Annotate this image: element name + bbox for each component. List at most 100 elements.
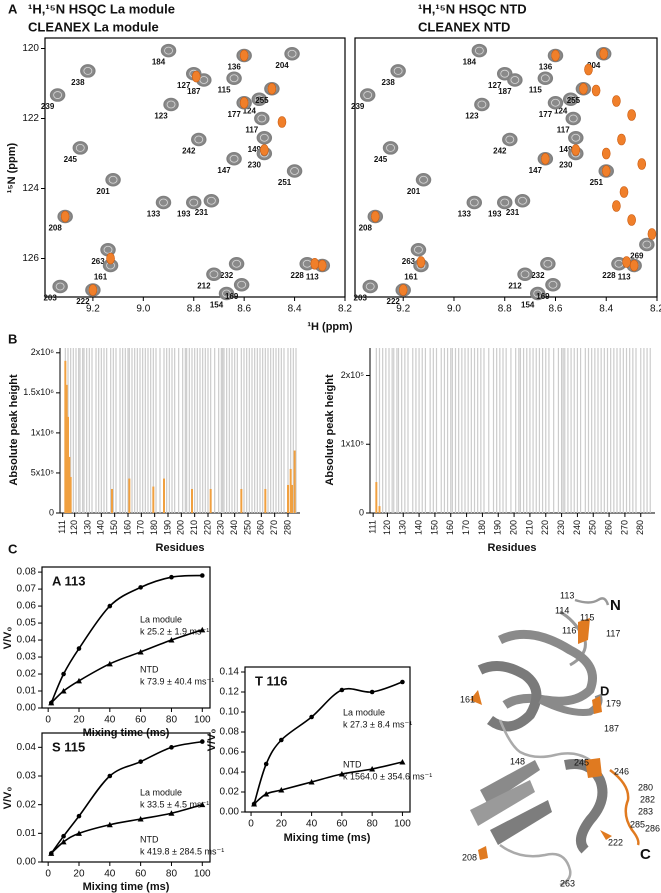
bar [429, 348, 431, 513]
peak [647, 228, 657, 240]
contour [551, 98, 560, 107]
y-tick-label: 0.03 [17, 771, 37, 782]
bar [223, 348, 225, 513]
peak-label: 177 [539, 110, 553, 119]
peak-label: 149 [248, 145, 262, 154]
x-tick-label: 8.2 [650, 304, 661, 315]
peak-label: 203 [354, 294, 368, 303]
x-tick-label: 260 [603, 520, 613, 535]
peak [612, 95, 621, 107]
x-tick-label: 190 [162, 520, 172, 535]
peak [206, 267, 222, 281]
highlight [478, 846, 488, 860]
bar [505, 348, 507, 513]
data-point [369, 766, 376, 772]
peak-label: 115 [218, 85, 231, 94]
peak-label: 154 [521, 301, 535, 310]
peak [541, 152, 550, 165]
data-point [199, 573, 205, 578]
contour [229, 74, 239, 83]
peak-label: 238 [71, 78, 85, 87]
bar [378, 506, 381, 513]
data-point [338, 771, 345, 777]
peak-label: 239 [41, 102, 55, 111]
series-label: NTD [343, 759, 362, 769]
bar [597, 348, 599, 513]
peak-label: 245 [64, 155, 78, 164]
bar [86, 348, 88, 513]
x-tick-label: 0 [45, 715, 51, 726]
peak [49, 88, 66, 102]
contour [229, 154, 239, 163]
bar [619, 348, 621, 513]
peak-label: 193 [177, 210, 191, 219]
data-point [339, 687, 345, 693]
y-tick-label: 0.05 [17, 618, 37, 629]
strand [480, 760, 540, 805]
bar [435, 348, 438, 513]
bar [649, 348, 651, 513]
contour [414, 245, 423, 254]
peak [617, 133, 626, 146]
y-tick-label: 2x10⁵ [341, 370, 365, 380]
data-point [251, 801, 258, 807]
bar [461, 348, 463, 513]
peak [415, 173, 432, 187]
bar [115, 348, 117, 513]
peak-label: 177 [227, 110, 241, 119]
peak-label: 255 [255, 96, 269, 105]
x-tick-label: 130 [398, 520, 408, 535]
bar [295, 348, 297, 513]
data-point [308, 779, 315, 785]
bar [182, 348, 184, 513]
terminus-label: N [610, 597, 621, 614]
peak [318, 259, 327, 272]
peak [256, 131, 273, 145]
bar [103, 348, 105, 513]
peak [584, 63, 593, 76]
rate-label: k 1564.0 ± 354.6 ms⁻¹ [343, 771, 432, 781]
helix [564, 759, 608, 854]
bar [75, 348, 77, 513]
bar [194, 348, 196, 513]
data-point [76, 646, 82, 651]
fit-line [50, 629, 203, 704]
highlight [609, 769, 640, 846]
bar [78, 348, 80, 513]
contour [568, 114, 578, 123]
bar [446, 348, 449, 513]
bar [287, 484, 289, 513]
bar [541, 348, 544, 513]
x-tick-label: 111 [57, 520, 67, 534]
contour [53, 91, 63, 99]
peak-label: 124 [554, 106, 568, 115]
x-tick-label: 160 [445, 520, 455, 535]
contour [386, 143, 395, 152]
x-tick-label: 240 [229, 520, 239, 535]
bar [69, 476, 72, 513]
bar [424, 348, 427, 513]
y-axis-label: ¹⁵N (ppm) [6, 142, 18, 193]
peak-label: 124 [243, 106, 257, 115]
y-tick-label: 0 [359, 507, 364, 517]
data-point [138, 759, 143, 764]
peak [382, 141, 399, 155]
x-tick-label: 0 [248, 819, 254, 830]
bar [600, 348, 602, 513]
bar [526, 348, 528, 513]
x-tick-label: 260 [256, 520, 266, 535]
x-axis-label: Mixing time (ms) [83, 881, 170, 893]
bar [385, 348, 387, 513]
peak [286, 164, 303, 178]
data-point [48, 699, 55, 706]
bar [483, 348, 485, 513]
bar [415, 348, 417, 513]
rate-label: k 27.3 ± 8.4 ms⁻¹ [343, 719, 412, 729]
bar [545, 348, 547, 513]
data-point [199, 626, 206, 633]
rate-label: k 33.5 ± 4.5 ms⁻¹ [140, 799, 209, 809]
peak [565, 111, 582, 126]
bar [515, 348, 517, 513]
bar [186, 348, 188, 513]
plot-frame [41, 732, 211, 863]
